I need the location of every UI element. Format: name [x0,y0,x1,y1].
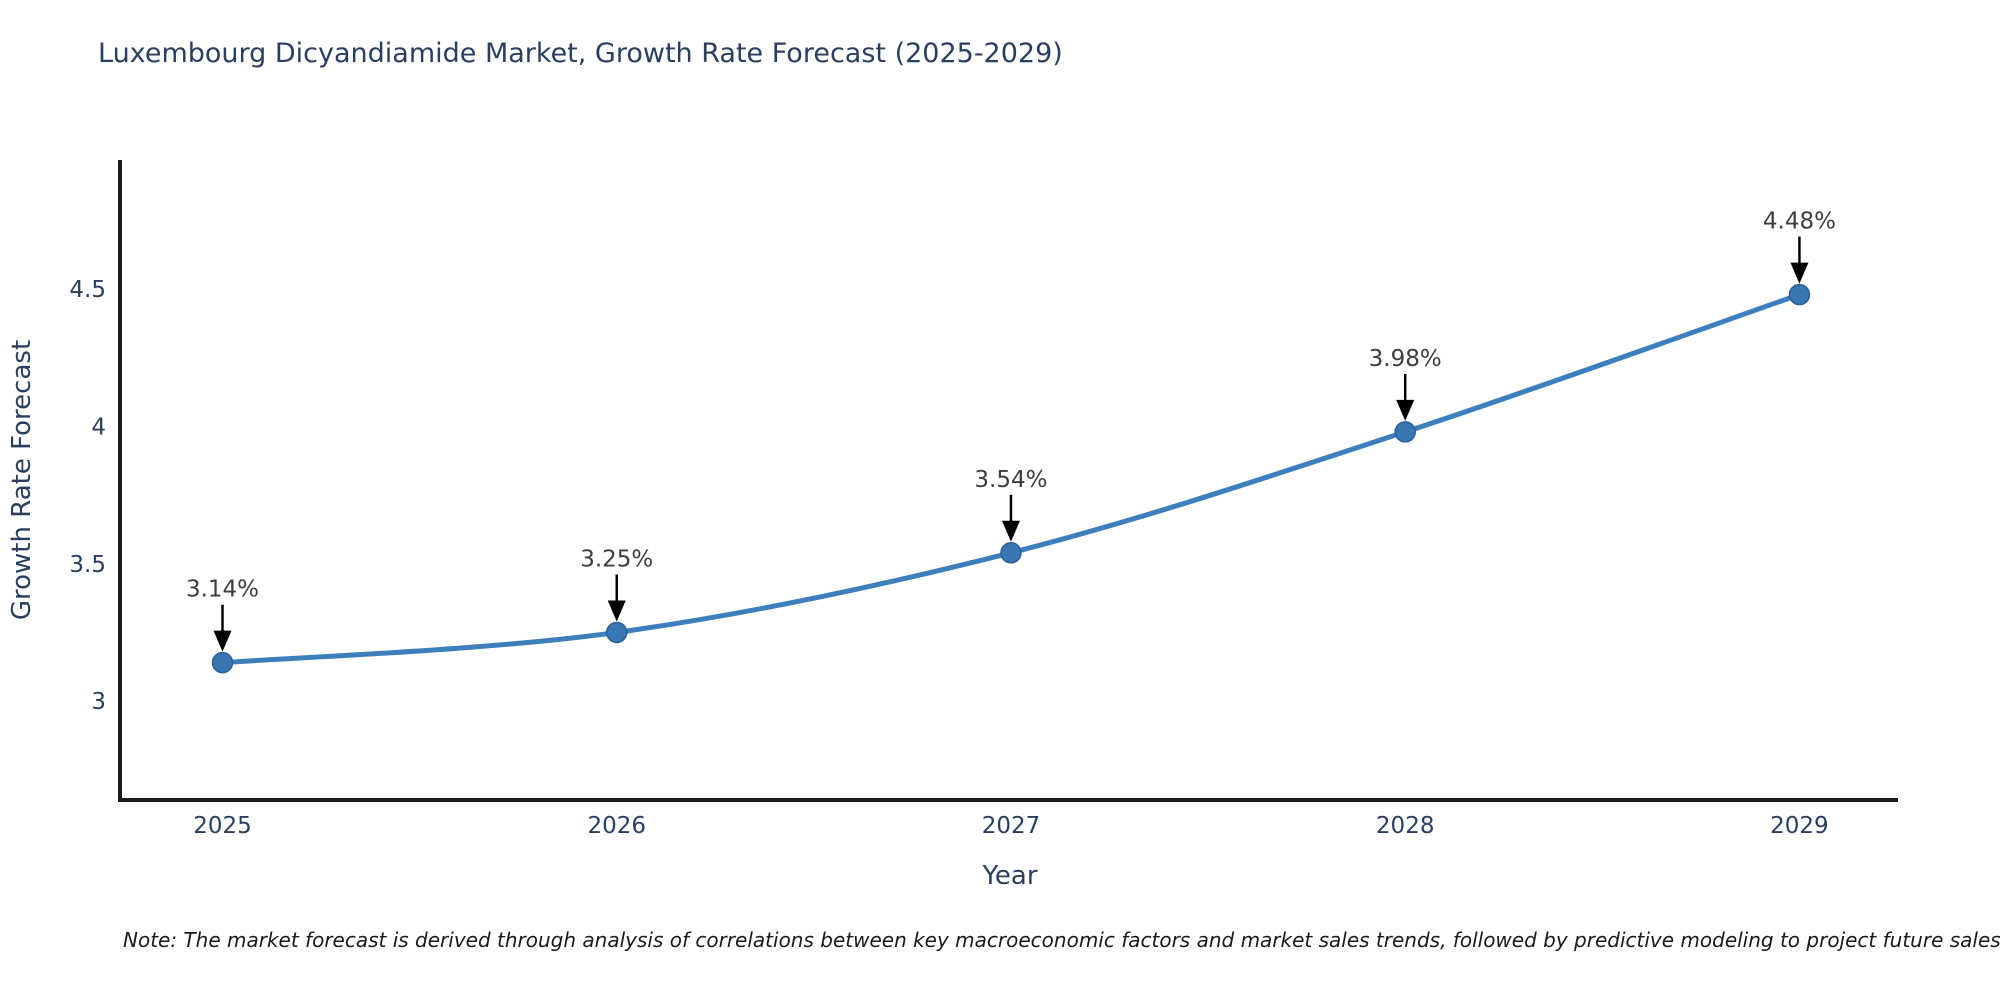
y-tick-label: 4.5 [69,277,106,303]
annotation-arrowhead-icon [1396,399,1415,421]
chart-title: Luxembourg Dicyandiamide Market, Growth … [98,38,1063,69]
x-axis-title: Year [981,861,1037,891]
y-tick-label: 3.5 [69,552,106,578]
y-tick-label: 4 [91,414,106,440]
data-point-label: 3.14% [186,577,259,603]
annotation-arrowhead-icon [1001,520,1020,542]
annotation-arrowhead-icon [607,600,626,622]
x-tick-label: 2027 [982,813,1041,839]
annotation-arrowhead-icon [213,630,232,652]
footnote-text: Note: The market forecast is derived thr… [123,928,2000,952]
data-point-marker[interactable] [605,621,628,644]
data-point-marker[interactable] [1394,421,1416,443]
x-tick-label: 2026 [587,813,646,839]
y-tick-label: 3 [91,689,106,715]
y-axis-title: Growth Rate Forecast [7,340,37,620]
axes-layer: 3 3.5 4 4.5 2025 2026 2027 2028 2029 [69,160,1898,839]
data-point-label: 4.48% [1763,209,1836,235]
data-point-label: 3.98% [1369,346,1442,372]
annotation-layer: 3.14% 3.25% 3.54% 3.98% 4.48% [186,209,1836,652]
data-point-label: 3.54% [974,467,1047,493]
annotation-arrowhead-icon [1790,262,1809,284]
x-tick-label: 2025 [193,813,252,839]
data-point-marker[interactable] [1788,283,1811,306]
data-point-marker[interactable] [211,651,234,674]
series-layer [211,283,1811,674]
x-tick-label: 2029 [1770,813,1829,839]
data-point-label: 3.25% [580,546,653,572]
data-point-marker[interactable] [1000,542,1022,564]
x-tick-label: 2028 [1376,813,1435,839]
